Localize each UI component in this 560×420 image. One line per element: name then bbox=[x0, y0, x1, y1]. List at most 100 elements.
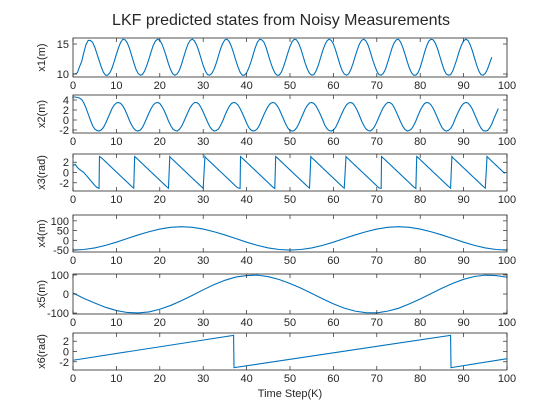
x-tick-label: 100 bbox=[498, 255, 516, 267]
series-line bbox=[73, 38, 493, 76]
x-tick-label: 50 bbox=[284, 194, 296, 206]
x-tick-label: 50 bbox=[284, 80, 296, 92]
y-tick-label: 0 bbox=[63, 115, 69, 127]
x-tick-label: 90 bbox=[457, 317, 469, 329]
y-axis-label: x6(rad) bbox=[36, 334, 48, 369]
x-tick-label: 90 bbox=[457, 136, 469, 148]
x-tick-label: 20 bbox=[154, 194, 166, 206]
x-tick-label: 10 bbox=[110, 80, 122, 92]
x-axis-label: Time Step(K) bbox=[258, 388, 322, 400]
x-tick-label: 70 bbox=[371, 373, 383, 385]
x-tick-label: 20 bbox=[154, 317, 166, 329]
series-line bbox=[72, 154, 506, 190]
x-tick-label: 50 bbox=[284, 255, 296, 267]
x-tick-label: 0 bbox=[70, 373, 76, 385]
x-tick-label: 80 bbox=[414, 136, 426, 148]
x-tick-label: 0 bbox=[70, 194, 76, 206]
x-tick-label: 80 bbox=[414, 317, 426, 329]
x-tick-label: 10 bbox=[110, 317, 122, 329]
x-tick-label: 80 bbox=[414, 194, 426, 206]
series-line bbox=[72, 274, 508, 314]
y-tick-label: 0 bbox=[63, 235, 69, 247]
x-tick-label: 80 bbox=[414, 373, 426, 385]
x-tick-label: 30 bbox=[197, 255, 209, 267]
x-tick-label: 0 bbox=[70, 136, 76, 148]
x-tick-label: 70 bbox=[371, 80, 383, 92]
x-tick-label: 40 bbox=[240, 255, 252, 267]
x-tick-label: 40 bbox=[240, 373, 252, 385]
y-tick-label: 0 bbox=[63, 168, 69, 180]
x-tick-label: 40 bbox=[240, 194, 252, 206]
figure-title: LKF predicted states from Noisy Measurem… bbox=[112, 12, 450, 29]
series-line bbox=[72, 334, 508, 369]
x-tick-label: 80 bbox=[414, 80, 426, 92]
y-tick-label: -50 bbox=[53, 245, 69, 257]
y-tick-label: 0 bbox=[63, 289, 69, 301]
x-tick-label: 30 bbox=[197, 317, 209, 329]
y-tick-label: 100 bbox=[51, 270, 69, 282]
x-tick-label: 30 bbox=[197, 373, 209, 385]
x-tick-label: 60 bbox=[327, 136, 339, 148]
axes-box bbox=[72, 94, 508, 134]
x-tick-label: 60 bbox=[327, 255, 339, 267]
y-tick-label: -2 bbox=[59, 125, 69, 137]
axes-box bbox=[72, 332, 508, 371]
x-tick-label: 10 bbox=[110, 136, 122, 148]
x-tick-label: 100 bbox=[498, 373, 516, 385]
y-tick-label: 4 bbox=[63, 95, 69, 107]
x-tick-label: 50 bbox=[284, 317, 296, 329]
x-tick-label: 60 bbox=[327, 373, 339, 385]
y-tick-label: 10 bbox=[57, 69, 69, 81]
y-tick-label: -100 bbox=[47, 308, 69, 320]
y-tick-label: 50 bbox=[57, 226, 69, 238]
x-tick-label: 0 bbox=[70, 80, 76, 92]
x-tick-label: 20 bbox=[154, 373, 166, 385]
y-tick-label: 0 bbox=[63, 347, 69, 359]
y-axis-label: x4(m) bbox=[36, 219, 48, 247]
x-tick-label: 20 bbox=[154, 136, 166, 148]
x-tick-label: 60 bbox=[327, 317, 339, 329]
x-tick-label: 90 bbox=[457, 194, 469, 206]
x-tick-label: 40 bbox=[240, 317, 252, 329]
x-tick-label: 30 bbox=[197, 80, 209, 92]
axes-box bbox=[72, 273, 508, 315]
x-tick-label: 90 bbox=[457, 373, 469, 385]
x-tick-label: 40 bbox=[240, 80, 252, 92]
x-tick-label: 10 bbox=[110, 373, 122, 385]
axes-box bbox=[72, 214, 508, 253]
y-tick-label: 15 bbox=[57, 39, 69, 51]
x-tick-label: 50 bbox=[284, 136, 296, 148]
x-tick-label: 0 bbox=[70, 255, 76, 267]
x-tick-label: 40 bbox=[240, 136, 252, 148]
y-axis-label: x5(m) bbox=[36, 280, 48, 308]
x-tick-label: 70 bbox=[371, 317, 383, 329]
x-tick-label: 80 bbox=[414, 255, 426, 267]
x-tick-label: 30 bbox=[197, 136, 209, 148]
x-tick-label: 20 bbox=[154, 80, 166, 92]
x-tick-label: 0 bbox=[70, 317, 76, 329]
y-tick-label: -2 bbox=[59, 178, 69, 190]
x-tick-label: 70 bbox=[371, 255, 383, 267]
x-tick-label: 30 bbox=[197, 194, 209, 206]
x-tick-label: 100 bbox=[498, 80, 516, 92]
x-tick-label: 100 bbox=[498, 194, 516, 206]
x-tick-label: 100 bbox=[498, 317, 516, 329]
y-axis-label: x1(m) bbox=[36, 43, 48, 71]
x-tick-label: 90 bbox=[457, 80, 469, 92]
y-tick-label: 100 bbox=[51, 216, 69, 228]
y-tick-label: 2 bbox=[63, 157, 69, 169]
x-tick-label: 60 bbox=[327, 80, 339, 92]
x-tick-label: 100 bbox=[498, 136, 516, 148]
x-tick-label: 70 bbox=[371, 136, 383, 148]
x-tick-label: 60 bbox=[327, 194, 339, 206]
x-tick-label: 90 bbox=[457, 255, 469, 267]
axes-box bbox=[72, 37, 508, 78]
x-tick-label: 10 bbox=[110, 194, 122, 206]
